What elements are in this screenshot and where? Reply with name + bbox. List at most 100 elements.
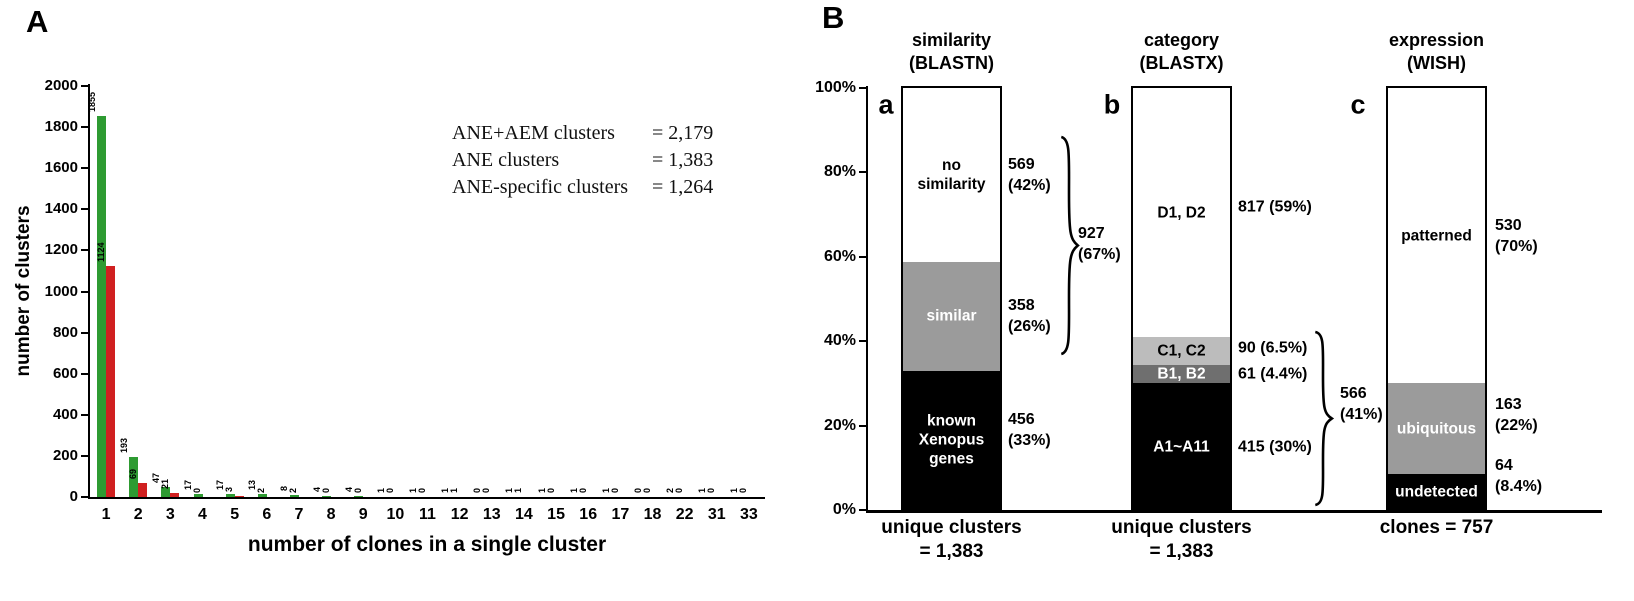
- panel-b-segment-annotation-line: 163: [1495, 395, 1522, 413]
- legend-series-name: ANE-specific clusters: [452, 176, 629, 198]
- panel-a-ytick-label: 400: [52, 405, 78, 423]
- panel-b-segment-patterned: [1388, 88, 1485, 384]
- panel-a-bar-ANE+AEM clusters: [225, 494, 235, 497]
- panel-b-ytick: [859, 340, 866, 343]
- panel-b-ytick-label: 60%: [823, 247, 856, 265]
- panel-b-bar-border: [1386, 86, 1487, 512]
- panel-b-segment-annotation-line: (42%): [1008, 176, 1051, 194]
- panel-a-bar-ANE clusters: [138, 483, 148, 497]
- legend-series-value: = 1,264: [652, 176, 714, 198]
- legend-row: ANE+AEM clusters = 2,179: [452, 122, 713, 149]
- panel-a-bar-value: 0: [706, 487, 717, 493]
- panel-a-bar-value: 2: [288, 487, 299, 493]
- panel-a-x-axis-title: number of clones in a single cluster: [247, 533, 607, 556]
- panel-a-bar-value: 0: [320, 487, 331, 493]
- panel-a-bar-value: 0: [417, 487, 427, 493]
- panel-b-segment-annotation: 817 (59%): [1238, 196, 1312, 217]
- panel-b-bar-header: similarity (BLASTN): [909, 29, 994, 75]
- panel-b-ytick: [859, 424, 866, 427]
- panel-a-xtick-label: 8: [326, 506, 336, 523]
- panel-b-segment-B1, B2: [1133, 364, 1230, 384]
- panel-a-xtick-label: 33: [740, 506, 758, 523]
- panel-a-bar-value: 0: [481, 487, 492, 493]
- panel-a-ytick-label: 1400: [44, 200, 78, 218]
- panel-b-segment-annotation: 358 (26%): [1008, 295, 1051, 337]
- panel-a-xtick-label: 12: [450, 506, 469, 523]
- panel-a-xtick-label: 4: [198, 506, 207, 523]
- panel-a-y-axis-title: number of clusters: [13, 205, 34, 377]
- panel-b-segment-annotation: 530 (70%): [1495, 215, 1538, 257]
- panel-b-label: B: [822, 0, 845, 35]
- panel-b-segment-ubiquitous: [1388, 383, 1485, 475]
- panel-a-ytick-label: 600: [52, 364, 78, 382]
- panel-b-segment-similar: [903, 261, 1000, 371]
- panel-a-bar-value: 193: [118, 437, 129, 453]
- panel-b-segment-label: B1, B2: [1157, 365, 1205, 384]
- panel-a-bar-value: 0: [545, 487, 556, 493]
- panel-a-bar-ANE+AEM clusters: [257, 494, 267, 497]
- panel-b-segment-known Xenopus genes: [903, 370, 1000, 510]
- panel-b-bar-footer-line: unique clusters: [1111, 517, 1252, 538]
- panel-a-ytick-label: 800: [52, 323, 78, 341]
- panel-b-segment-C1, C2: [1133, 337, 1230, 365]
- panel-a-ytick: [81, 85, 88, 87]
- panel-b-segment-annotation: 163 (22%): [1495, 394, 1538, 436]
- panel-a-ytick: [81, 126, 88, 129]
- panel-a-bar-value: 1: [513, 487, 524, 493]
- panel-a-bar-ANE+AEM clusters: [322, 496, 332, 497]
- panel-a-xtick-label: 3: [165, 506, 175, 523]
- panel-a-bar-ANE clusters: [234, 496, 244, 497]
- panel-a-xtick-label: 7: [294, 506, 304, 523]
- panel-a-bar-value: 0: [352, 487, 363, 493]
- panel-b-ytick-label: 20%: [823, 416, 856, 434]
- panel-b-segment-annotation-line: (8.4%): [1495, 478, 1543, 496]
- panel-b-segment-annotation-line: (26%): [1008, 318, 1051, 336]
- panel-b-brace-annotation: 927 (67%): [1078, 223, 1121, 265]
- panel-b-bar-border: [1131, 86, 1232, 512]
- panel-b-segment-label-line: B1, B2: [1157, 365, 1206, 383]
- panel-b-bar-footer-line: = 1,383: [1149, 541, 1214, 562]
- panel-b-segment-D1, D2: [1133, 88, 1230, 338]
- panel-a-bar-ANE clusters: [106, 266, 116, 497]
- panel-b-brace-annotation-line: 566: [1340, 385, 1367, 402]
- panel-a-xtick-label: 11: [419, 506, 436, 523]
- panel-a-xtick-label: 22: [675, 506, 694, 523]
- panel-b-bar-header-line: (BLASTX): [1139, 53, 1224, 73]
- panel-a-label: A: [26, 4, 49, 39]
- panel-a-xtick-label: 1: [101, 506, 111, 523]
- panel-a-ytick-label: 2000: [44, 77, 78, 94]
- panel-b-brace-annotation-line: (41%): [1340, 406, 1383, 423]
- panel-b-bar-footer-line: unique clusters: [881, 517, 1022, 538]
- panel-b-segment-label-line: D1, D2: [1157, 204, 1206, 222]
- panel-a-legend: ANE+AEM clusters = 2,179 ANE clusters = …: [452, 122, 713, 203]
- panel-a-bar-ANE+AEM clusters: [193, 494, 203, 497]
- panel-b-segment-label-line: no: [942, 156, 961, 174]
- panel-a-ytick: [81, 454, 88, 457]
- panel-b-segment-annotation: 61 (4.4%): [1238, 364, 1307, 385]
- panel-b-segment-annotation-line: 64: [1495, 457, 1513, 475]
- panel-a-xtick-label: 15: [547, 506, 565, 523]
- panel-a-bar-ANE clusters: [170, 493, 180, 497]
- panel-b-bar-footer-line: = 1,383: [919, 541, 984, 562]
- panel-a-bar-ANE+AEM clusters: [129, 457, 139, 497]
- legend-series-name: ANE+AEM clusters: [452, 122, 615, 144]
- panel-b-bar-letter: b: [1103, 89, 1121, 120]
- panel-b-segment-A1~A11: [1133, 383, 1230, 510]
- panel-a-ytick: [81, 372, 88, 375]
- panel-b-segment-annotation-line: 415 (30%): [1238, 438, 1312, 456]
- panel-a-ytick-label: 1800: [44, 118, 78, 136]
- panel-b-ytick-label: 40%: [823, 332, 856, 350]
- panel-b-segment-annotation-line: 569: [1008, 155, 1035, 173]
- panel-b-segment-label: undetected: [1395, 483, 1478, 502]
- panel-a-y-axis-line: [88, 84, 90, 499]
- panel-a-xtick-label: 16: [579, 506, 598, 523]
- panel-a-bar-value: 0: [642, 487, 652, 493]
- panel-b-brace-annotation: 566 (41%): [1340, 383, 1383, 425]
- panel-a-bar-value: 1: [449, 487, 460, 493]
- panel-a-x-axis-line: [88, 497, 765, 499]
- panel-a-xtick-label: 10: [386, 506, 405, 523]
- panel-b-ytick: [859, 171, 866, 174]
- panel-a-xtick-label: 17: [611, 506, 630, 523]
- grouping-brace: [1058, 137, 1080, 354]
- panel-b-brace-annotation-line: (67%): [1078, 246, 1121, 263]
